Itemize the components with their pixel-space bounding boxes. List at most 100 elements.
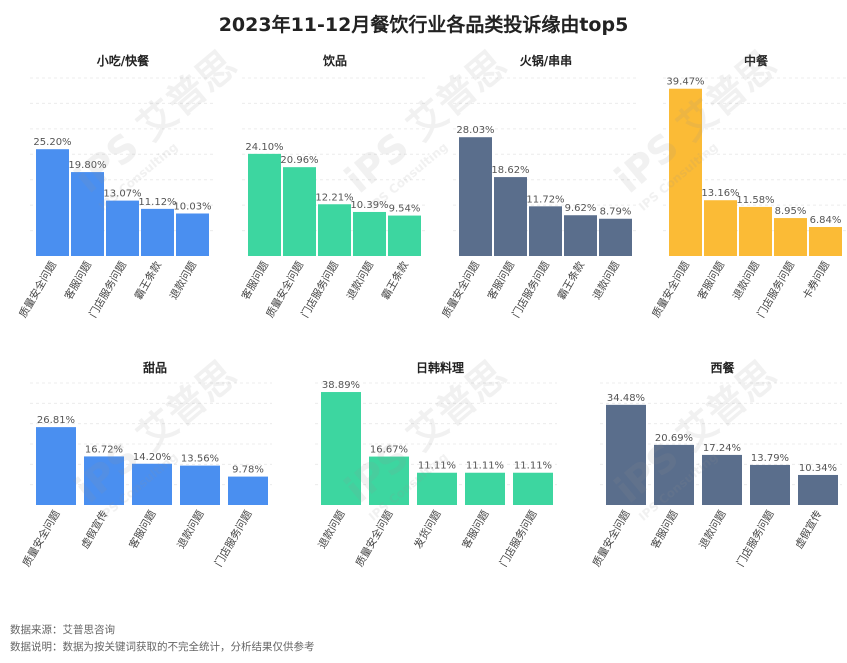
panel-dessert: 甜品 26.81% 质量安全问题 16.72% 虚假宣传 14.20% 客服问题 13.56…: [20, 355, 280, 615]
data-label: 9.62%: [565, 203, 597, 214]
category-label: 霸王条款: [555, 259, 588, 302]
bar: [654, 444, 694, 505]
category-label: 霸王条款: [132, 259, 165, 302]
data-label: 24.10%: [245, 142, 283, 153]
category-label: 霸王条款: [379, 259, 412, 302]
panel-western: 西餐 34.48% 质量安全问题 20.69% 客服问题 17.24% 退款问题 13.79…: [590, 355, 845, 615]
category-label: 门店服务问题: [298, 259, 341, 320]
data-label: 18.62%: [491, 165, 529, 176]
chart-svg: 28.03% 质量安全问题 18.62% 客服问题 11.72% 门店服务问题 9.62% 霸…: [439, 77, 636, 320]
panel-title: 火锅/串串: [519, 54, 573, 68]
data-label: 8.79%: [600, 207, 632, 218]
data-label: 11.58%: [736, 195, 774, 206]
bar: [606, 404, 646, 505]
category-label: 门店服务问题: [754, 259, 797, 320]
data-label: 14.20%: [133, 452, 171, 463]
data-label: 10.39%: [350, 200, 388, 211]
chart-main-title: 2023年11-12月餐饮行业各品类投诉缘由top5: [218, 14, 629, 36]
bar: [417, 472, 457, 505]
data-label: 25.20%: [33, 137, 71, 148]
bar: [809, 227, 842, 256]
category-label: 客服问题: [459, 508, 492, 551]
data-label: 11.11%: [466, 461, 504, 472]
data-label: 34.48%: [607, 393, 645, 404]
data-label: 17.24%: [703, 443, 741, 454]
category-label: 质量安全问题: [439, 259, 482, 320]
category-label: 退款问题: [174, 508, 207, 551]
category-label: 客服问题: [648, 508, 681, 551]
bar: [564, 215, 597, 256]
category-label: 发货问题: [411, 508, 444, 551]
bar: [180, 465, 220, 505]
bar: [669, 88, 702, 256]
bar: [513, 472, 553, 505]
bar: [388, 215, 421, 256]
bar: [529, 206, 562, 256]
bar: [283, 167, 316, 256]
data-label: 9.54%: [389, 204, 421, 215]
bar: [106, 200, 139, 256]
category-label: 退款问题: [344, 259, 377, 302]
panel-snack: 小吃/快餐 25.20% 质量安全问题 19.80% 客服问题 13.07% 门店服务问题…: [16, 48, 216, 338]
category-label: 质量安全问题: [20, 508, 63, 569]
category-label: 门店服务问题: [509, 259, 552, 320]
panel-title: 饮品: [322, 54, 347, 68]
data-label: 38.89%: [322, 380, 360, 391]
category-label: 客服问题: [126, 508, 159, 551]
bar: [248, 153, 281, 256]
panel-title: 日韩料理: [415, 361, 464, 375]
data-label: 19.80%: [68, 160, 106, 171]
chart-svg: 26.81% 质量安全问题 16.72% 虚假宣传 14.20% 客服问题 13.56% 退款…: [20, 382, 272, 569]
data-label: 10.34%: [799, 463, 837, 474]
bar: [132, 463, 172, 505]
bar: [369, 456, 409, 505]
data-label: 13.79%: [751, 453, 789, 464]
category-label: 退款问题: [315, 508, 348, 551]
data-label: 20.96%: [280, 155, 318, 166]
chart-svg: 25.20% 质量安全问题 19.80% 客服问题 13.07% 门店服务问题 11.12%…: [16, 77, 213, 320]
bar: [141, 208, 174, 256]
footer: 数据来源：艾普思咨询 数据说明：数据为按关键词获取的不完全统计，分析结果仅供参考: [10, 622, 315, 656]
bar: [702, 454, 742, 505]
panel-title: 西餐: [710, 361, 735, 375]
bar: [599, 218, 632, 256]
data-label: 9.78%: [232, 465, 264, 476]
category-label: 质量安全问题: [649, 259, 692, 320]
category-label: 卡券问题: [800, 259, 833, 302]
category-label: 质量安全问题: [353, 508, 396, 569]
data-label: 11.72%: [526, 194, 564, 205]
data-label: 39.47%: [666, 77, 704, 88]
bar: [739, 206, 772, 256]
bar: [494, 177, 527, 256]
panel-title: 甜品: [142, 361, 167, 375]
data-label: 11.11%: [514, 461, 552, 472]
data-label: 12.21%: [315, 192, 353, 203]
bar: [750, 464, 790, 505]
category-label: 质量安全问题: [590, 508, 633, 569]
category-label: 虚假宣传: [792, 508, 824, 551]
data-label: 28.03%: [456, 125, 494, 136]
bar: [36, 149, 69, 256]
category-label: 退款问题: [167, 259, 200, 302]
bar: [318, 204, 351, 256]
bar: [774, 218, 807, 256]
data-label: 13.07%: [103, 189, 141, 200]
data-label: 10.03%: [173, 201, 211, 212]
bar: [36, 427, 76, 505]
bar: [228, 476, 268, 505]
chart-svg: 34.48% 质量安全问题 20.69% 客服问题 17.24% 退款问题 13.79% 门店…: [590, 382, 842, 569]
data-label: 11.11%: [418, 461, 456, 472]
data-label: 8.95%: [775, 206, 807, 217]
category-label: 门店服务问题: [497, 508, 540, 569]
bar: [459, 137, 492, 256]
category-label: 门店服务问题: [86, 259, 129, 320]
footer-source: 数据来源：艾普思咨询: [10, 624, 115, 636]
category-label: 客服问题: [239, 259, 272, 302]
bar: [176, 213, 209, 256]
data-label: 20.69%: [655, 433, 693, 444]
category-label: 质量安全问题: [263, 259, 306, 320]
category-label: 客服问题: [485, 259, 518, 302]
bar: [465, 472, 505, 505]
category-label: 门店服务问题: [734, 508, 777, 569]
category-label: 质量安全问题: [16, 259, 59, 320]
